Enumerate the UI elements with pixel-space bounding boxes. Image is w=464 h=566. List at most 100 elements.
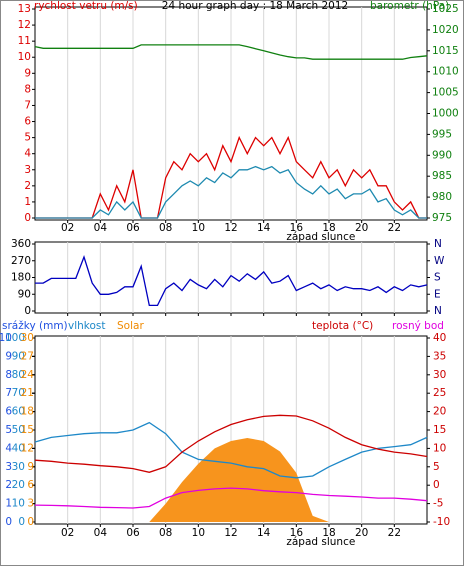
- annotation: západ slunce: [286, 536, 355, 548]
- y-tick-label: 975: [432, 212, 452, 224]
- y-tick-label: 5: [24, 132, 31, 144]
- solar-area: [35, 438, 427, 522]
- y-tick-label: 1005: [432, 87, 459, 99]
- x-tick-label: 16: [290, 527, 304, 539]
- y-tick-label: 1: [5, 498, 12, 510]
- y-tick-label: 9: [24, 67, 31, 79]
- x-tick-label: 18: [322, 222, 335, 234]
- y-tick-label: 180: [11, 272, 31, 284]
- y-tick-label: N: [434, 305, 442, 317]
- y-tick-label: 995: [432, 128, 452, 140]
- axis-label: Solar: [117, 320, 144, 332]
- y-tick-label: 11: [18, 35, 31, 47]
- y-tick-label: 990: [432, 149, 452, 161]
- y-tick-label: 4: [5, 442, 12, 454]
- y-tick-label: 2: [24, 180, 31, 192]
- y-tick-label: 0: [433, 479, 440, 491]
- x-tick-label: 04: [94, 222, 108, 234]
- y-tick-label: 21: [21, 387, 34, 399]
- y-tick-label: 80: [12, 369, 25, 381]
- y-tick-label: 5: [433, 461, 440, 473]
- y-tick-label: 9: [27, 461, 34, 473]
- y-tick-label: E: [434, 288, 441, 300]
- y-tick-label: 40: [12, 442, 25, 454]
- y-tick-label: 90: [18, 288, 31, 300]
- chart-title: 24 hour graph day : 18 March 2012: [162, 0, 348, 12]
- y-tick-label: 5: [5, 424, 12, 436]
- y-tick-label: 1020: [432, 24, 459, 36]
- axis-label: barometr (hPa): [370, 0, 449, 12]
- x-tick-label: 06: [126, 222, 140, 234]
- axis-label: vlhkost: [68, 320, 106, 332]
- series-line: [35, 165, 427, 219]
- y-tick-label: 10: [12, 498, 25, 510]
- x-tick-label: 16: [290, 222, 304, 234]
- y-tick-label: 6: [24, 116, 31, 128]
- y-tick-label: 0: [24, 305, 31, 317]
- x-tick-label: 14: [257, 527, 271, 539]
- y-tick-label: 7: [5, 387, 12, 399]
- series-line: [34, 421, 428, 479]
- y-tick-label: 12: [18, 19, 31, 31]
- y-tick-label: 70: [12, 387, 25, 399]
- y-tick-label: 25: [433, 387, 446, 399]
- y-tick-label: 10: [0, 332, 12, 344]
- y-tick-label: 3: [27, 498, 34, 510]
- x-tick-label: 20: [355, 222, 368, 234]
- y-tick-label: 24: [21, 369, 35, 381]
- y-tick-label: 90: [12, 350, 25, 362]
- y-tick-label: 2: [5, 479, 12, 491]
- x-tick-label: 06: [126, 527, 140, 539]
- y-tick-label: 985: [432, 170, 452, 182]
- y-tick-label: 0: [18, 516, 25, 528]
- y-tick-label: 6: [27, 479, 34, 491]
- y-tick-label: 0: [24, 212, 31, 224]
- series-line: [34, 44, 428, 60]
- y-tick-label: 980: [432, 191, 452, 203]
- x-tick-label: 02: [61, 527, 74, 539]
- x-tick-label: 22: [388, 222, 401, 234]
- y-tick-label: 1015: [432, 45, 459, 57]
- y-tick-label: 1010: [432, 66, 459, 78]
- x-tick-label: 18: [322, 527, 335, 539]
- annotation: západ slunce: [286, 231, 355, 243]
- legend-label: rosný bod: [392, 320, 444, 332]
- y-tick-label: 0: [5, 516, 12, 528]
- y-tick-label: 3: [5, 461, 12, 473]
- axis-label: srážky (mm): [2, 320, 68, 332]
- y-tick-label: 270: [11, 255, 31, 267]
- y-tick-label: 13: [18, 3, 31, 15]
- y-tick-label: 27: [21, 350, 34, 362]
- y-tick-label: W: [434, 255, 445, 267]
- y-tick-label: 8: [24, 83, 31, 95]
- y-tick-label: S: [434, 272, 441, 284]
- y-tick-label: 50: [12, 424, 25, 436]
- series-line: [34, 414, 428, 473]
- y-tick-label: 30: [433, 369, 446, 381]
- y-tick-label: N: [434, 238, 442, 250]
- x-tick-label: 10: [192, 527, 205, 539]
- y-tick-label: 18: [21, 406, 34, 418]
- x-tick-label: 12: [224, 527, 237, 539]
- y-tick-label: 6: [5, 406, 12, 418]
- x-tick-label: 14: [257, 222, 271, 234]
- y-tick-label: 1000: [432, 108, 459, 120]
- x-tick-label: 02: [61, 222, 74, 234]
- y-tick-label: 12: [21, 442, 34, 454]
- x-tick-label: 08: [159, 222, 172, 234]
- x-tick-label: 08: [159, 527, 172, 539]
- y-tick-label: -5: [433, 498, 443, 510]
- y-tick-label: 1025: [432, 3, 459, 15]
- y-tick-label: 100: [5, 332, 25, 344]
- y-tick-label: 40: [433, 332, 446, 344]
- y-tick-label: 10: [433, 442, 446, 454]
- y-tick-label: 360: [11, 238, 31, 250]
- x-tick-label: 04: [94, 527, 108, 539]
- y-tick-label: 30: [12, 461, 25, 473]
- axis-label: rychlost vetru (m/s): [34, 0, 138, 12]
- x-tick-label: 20: [355, 527, 368, 539]
- y-tick-label: 10: [18, 51, 31, 63]
- y-tick-label: 3: [24, 164, 31, 176]
- y-tick-label: 60: [12, 406, 25, 418]
- y-tick-label: 4: [24, 148, 31, 160]
